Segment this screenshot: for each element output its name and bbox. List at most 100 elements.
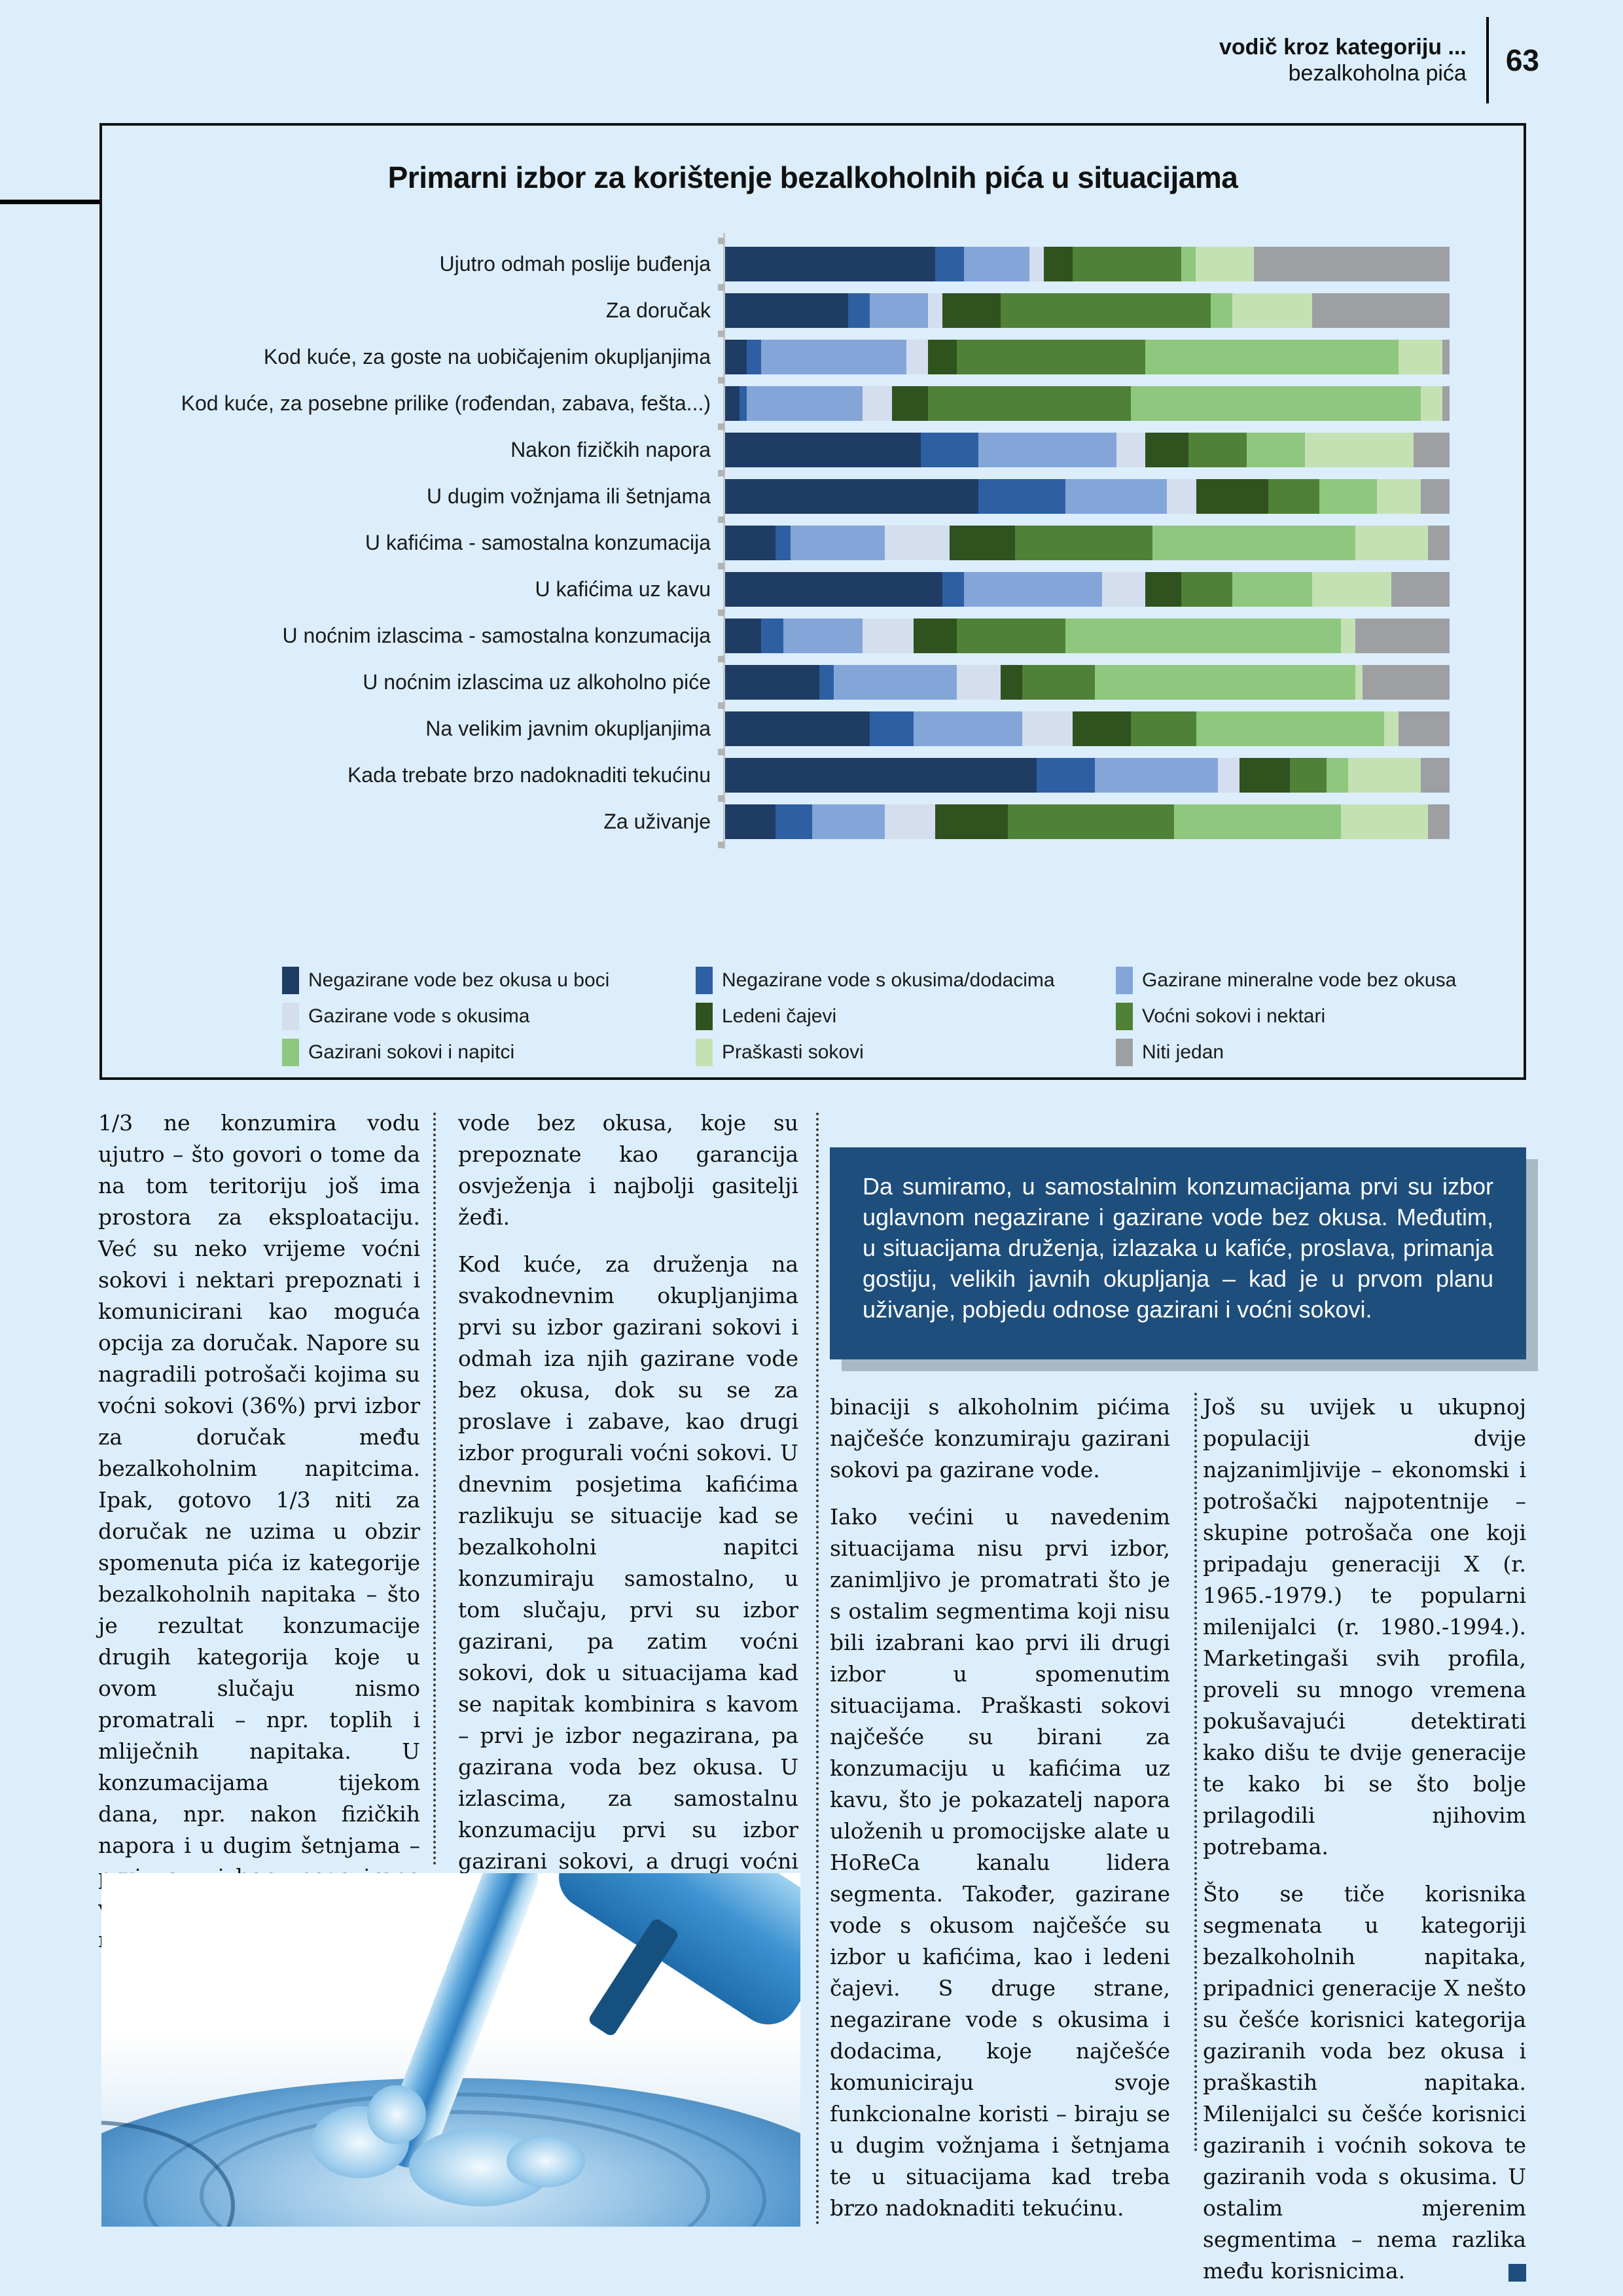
stacked-bar [725,293,1450,328]
bar-segment [1420,479,1450,514]
bar-segment [957,340,1145,374]
chart-row: U noćnim izlascima - samostalna konzumac… [102,609,1524,659]
bar-segment [1065,619,1341,653]
bar-segment [978,433,1116,467]
callout-text: Da sumiramo, u samostalnim konzumacijama… [863,1173,1493,1323]
bar-segment [783,619,863,653]
category-label: Kada trebate brzo nadoknaditi tekućinu [347,763,711,787]
bar-segment [725,433,921,467]
bar-segment [1044,247,1073,281]
bar-segment [1268,479,1319,514]
bar-segment [725,293,849,328]
bar-segment [1442,340,1450,374]
chart-row: Za doručak [102,284,1524,334]
legend-item: Gazirane vode s okusima [282,1002,696,1030]
bar-segment [1196,247,1255,281]
bar-segment [1167,479,1196,514]
legend-swatch [1116,1038,1133,1066]
bar-segment [870,711,914,746]
chart-row: U dugim vožnjama ili šetnjama [102,470,1524,520]
bar-segment [1427,526,1450,560]
legend-item: Niti jedan [1116,1038,1456,1066]
bar-segment [891,386,928,421]
category-label: Ujutro odmah poslije buđenja [439,252,711,276]
bar-segment [1319,479,1378,514]
bar-segment [1232,293,1312,328]
legend-item: Praškasti sokovi [696,1038,1116,1066]
summary-callout-box: Da sumiramo, u samostalnim konzumacijama… [830,1147,1526,1359]
bar-segment [1420,386,1442,421]
bar-segment [957,665,1001,700]
kicker-line2: bezalkoholna pića [1288,61,1467,86]
bar-segment [1188,433,1247,467]
bar-segment [1340,619,1356,653]
legend-label: Gazirane vode s okusima [308,1005,530,1027]
chart-row: Kod kuće, za posebne prilike (rođendan, … [102,377,1524,427]
legend-label: Gazirani sokovi i napitci [308,1041,515,1063]
bar-segment [725,526,776,560]
legend-swatch [282,1038,299,1066]
bar-segment [1145,340,1399,374]
bar-segment [1196,711,1385,746]
bar-segment [1399,340,1442,374]
bar-segment [1037,758,1095,793]
category-label: Na velikim javnim okupljanjima [425,717,711,740]
column-divider [1194,1393,1197,2152]
legend-swatch [696,1002,713,1030]
bar-segment [725,386,740,421]
bar-segment [761,619,783,653]
stacked-bar [725,619,1450,653]
legend-label: Niti jedan [1142,1041,1224,1063]
column-divider [433,1113,436,1865]
legend-item: Gazirane mineralne vode bez okusa [1116,966,1456,994]
chart-row: U noćnim izlascima uz alkoholno piće [102,656,1524,706]
stacked-bar [725,386,1450,421]
stacked-bar [725,526,1450,560]
bar-segment [1116,433,1146,467]
bar-segment [1311,293,1450,328]
bar-segment [1130,711,1196,746]
chart-row: Kada trebate brzo nadoknaditi tekućinu [102,749,1524,798]
bar-segment [978,479,1066,514]
bar-segment [725,758,1037,793]
bar-segment [1181,247,1196,281]
bar-segment [1152,526,1356,560]
legend-swatch [282,1002,299,1030]
bar-segment [790,526,885,560]
bar-segment [1413,433,1450,467]
chart-row: Na velikim javnim okupljanjima [102,702,1524,752]
bar-segment [1347,758,1421,793]
stacked-bar [725,340,1450,374]
bar-segment [1377,479,1421,514]
bar-segment [725,804,776,839]
bar-segment [1363,665,1450,700]
kicker-line1: vodič kroz kategoriju ... [1219,35,1467,60]
bar-segment [747,340,762,374]
bar-segment [942,293,1001,328]
chart-row: U kafićima - samostalna konzumacija [102,516,1524,566]
bar-segment [725,479,979,514]
chart-legend: Negazirane vode bez okusa u boci Negazira… [282,962,1456,1070]
bar-segment [1022,711,1073,746]
bar-segment [1340,804,1428,839]
bar-segment [913,711,1022,746]
bar-segment [1326,758,1348,793]
bar-segment [1311,572,1392,607]
category-label: Kod kuće, za goste na uobičajenim okuplj… [263,345,711,368]
splash [507,2134,586,2187]
bar-segment [1073,711,1131,746]
bar-segment [776,804,812,839]
legend-label: Negazirane vode s okusima/dodacima [722,969,1055,991]
paragraph: binaciji s alkoholnim pićima najčešće ko… [830,1394,1170,1482]
chart-row: Kod kuće, za goste na uobičajenim okuplj… [102,331,1524,380]
bar-segment [863,619,914,653]
bar-segment [1442,386,1450,421]
bar-segment [1000,293,1211,328]
bar-segment [776,526,791,560]
legend-swatch [696,966,713,994]
bar-segment [927,386,1131,421]
bar-segment [935,247,965,281]
category-label: Za doručak [605,298,711,322]
stacked-bar [725,572,1450,607]
